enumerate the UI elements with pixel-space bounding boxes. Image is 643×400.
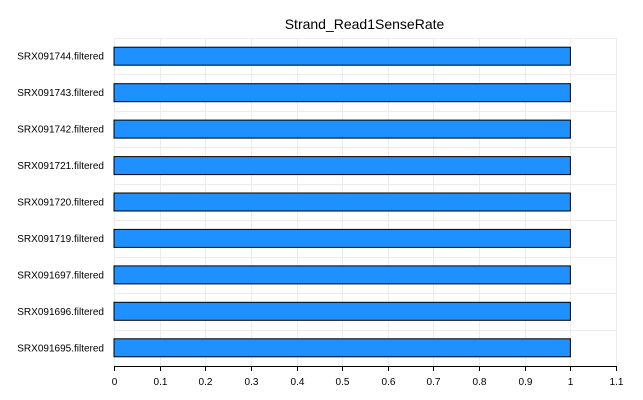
y-tick-label: SRX091697.filtered <box>17 270 104 281</box>
y-axis-labels: SRX091744.filtered SRX091743.filtered SRX0… <box>17 52 104 355</box>
y-tick-label: SRX091720.filtered <box>17 198 104 209</box>
x-tick-label: 0.6 <box>382 377 396 388</box>
bars <box>113 46 571 358</box>
x-tick-label: 0.8 <box>473 377 487 388</box>
y-tick-label: SRX091742.filtered <box>17 125 104 136</box>
y-tick-label: SRX091744.filtered <box>17 52 104 63</box>
x-tick-label: 0.3 <box>245 377 259 388</box>
x-tick-label: 1 <box>568 377 574 388</box>
x-tick-label: 0.2 <box>199 377 213 388</box>
x-tick-label: 0.5 <box>336 377 350 388</box>
x-tick-label: 0.4 <box>291 377 305 388</box>
y-tick-label: SRX091695.filtered <box>17 343 104 354</box>
x-tick-label: 0.1 <box>154 377 168 388</box>
bar-SRX091695.filtered <box>113 338 571 358</box>
bar-SRX091743.filtered <box>113 83 571 103</box>
x-tick-label: 0.9 <box>519 377 533 388</box>
chart-title: Strand_Read1SenseRate <box>284 16 445 32</box>
x-tick-label: 0 <box>112 377 118 388</box>
bar-SRX091720.filtered <box>113 192 571 212</box>
x-tick-label: 1.1 <box>610 377 624 388</box>
bar-SRX091697.filtered <box>113 265 571 285</box>
bar-SRX091744.filtered <box>113 46 571 66</box>
bar-SRX091721.filtered <box>113 156 571 176</box>
bar-SRX091696.filtered <box>113 301 571 321</box>
y-tick-label: SRX091696.filtered <box>17 307 104 318</box>
bar-SRX091742.filtered <box>113 119 571 139</box>
y-tick-label: SRX091719.filtered <box>17 234 104 245</box>
x-tick-label: 0.7 <box>427 377 441 388</box>
bar-SRX091719.filtered <box>113 228 571 248</box>
x-axis: 0 0.1 0.2 0.3 0.4 0.5 0.6 0.7 0.8 0.9 1 1.1 <box>112 366 624 388</box>
y-tick-label: SRX091721.filtered <box>17 161 104 172</box>
y-tick-label: SRX091743.filtered <box>17 88 104 99</box>
